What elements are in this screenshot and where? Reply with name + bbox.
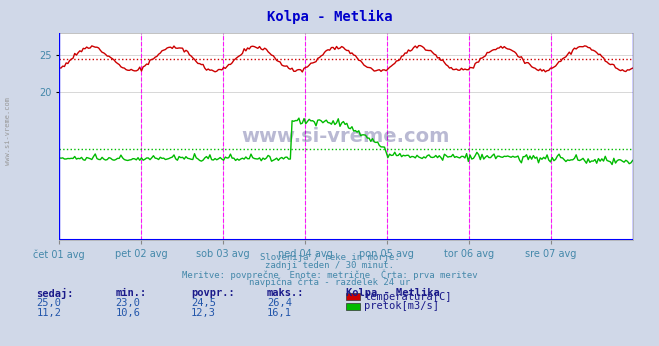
- Text: 16,1: 16,1: [267, 308, 292, 318]
- Text: 11,2: 11,2: [36, 308, 61, 318]
- Text: Kolpa - Metlika: Kolpa - Metlika: [267, 10, 392, 24]
- Text: 10,6: 10,6: [115, 308, 140, 318]
- Text: sedaj:: sedaj:: [36, 288, 74, 299]
- Text: 26,4: 26,4: [267, 298, 292, 308]
- Text: www.si-vreme.com: www.si-vreme.com: [242, 127, 450, 146]
- Text: 25,0: 25,0: [36, 298, 61, 308]
- Text: www.si-vreme.com: www.si-vreme.com: [5, 98, 11, 165]
- Text: maks.:: maks.:: [267, 288, 304, 298]
- Text: povpr.:: povpr.:: [191, 288, 235, 298]
- Text: Meritve: povprečne  Enote: metrične  Črta: prva meritev: Meritve: povprečne Enote: metrične Črta:…: [182, 270, 477, 280]
- Text: 24,5: 24,5: [191, 298, 216, 308]
- Text: temperatura[C]: temperatura[C]: [364, 292, 452, 301]
- Text: Kolpa - Metlika: Kolpa - Metlika: [346, 288, 440, 298]
- Text: 23,0: 23,0: [115, 298, 140, 308]
- Text: navpična črta - razdelek 24 ur: navpična črta - razdelek 24 ur: [249, 277, 410, 287]
- Text: min.:: min.:: [115, 288, 146, 298]
- Text: 12,3: 12,3: [191, 308, 216, 318]
- Text: pretok[m3/s]: pretok[m3/s]: [364, 301, 440, 311]
- Text: Slovenija / reke in morje.: Slovenija / reke in morje.: [260, 253, 399, 262]
- Text: zadnji teden / 30 minut.: zadnji teden / 30 minut.: [265, 261, 394, 270]
